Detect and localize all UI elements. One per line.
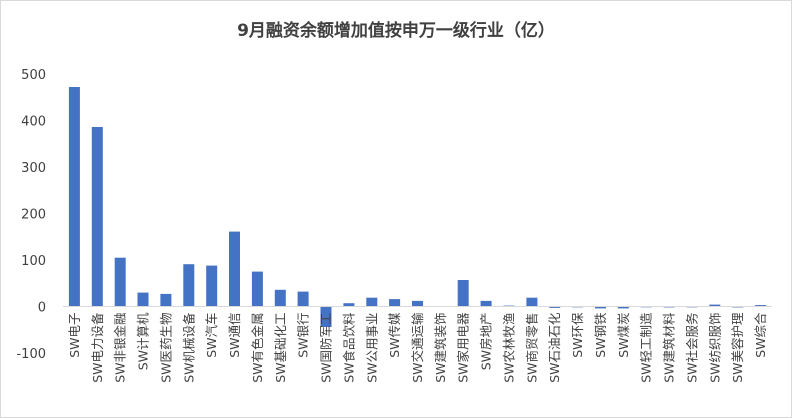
bar xyxy=(595,306,606,309)
bar xyxy=(320,306,332,327)
x-tick-label: SW电力设备 xyxy=(90,312,105,383)
x-tick-label: SW交通运输 xyxy=(410,312,425,383)
x-tick-label: SW建筑装饰 xyxy=(433,313,448,383)
x-tick-label: SW汽车 xyxy=(204,313,219,358)
bar xyxy=(251,271,263,307)
x-tick-label: SW食品饮料 xyxy=(341,312,356,383)
bar xyxy=(389,299,401,307)
bar xyxy=(366,297,378,307)
bar xyxy=(229,231,240,307)
bar xyxy=(297,291,309,307)
bar xyxy=(709,304,721,307)
x-tick-label: SW石油石化 xyxy=(547,312,562,383)
x-tick-label: SW基础化工 xyxy=(273,313,288,383)
x-tick-label: SW国防军工 xyxy=(319,313,334,383)
x-tick-label: SW公用事业 xyxy=(364,313,379,383)
x-tick-label: SW商贸零售 xyxy=(524,313,539,383)
y-tick-label: 100 xyxy=(21,254,46,269)
bar xyxy=(206,265,218,307)
x-tick-label: SW医药生物 xyxy=(158,313,173,383)
x-tick-label: SW传媒 xyxy=(387,312,402,358)
bar xyxy=(68,87,80,307)
x-tick-label: SW煤炭 xyxy=(616,313,631,358)
x-tick-label: SW美容护理 xyxy=(730,312,745,383)
x-tick-label: SW建筑材料 xyxy=(662,312,677,383)
x-tick-label: SW有色金属 xyxy=(250,313,265,383)
bar xyxy=(183,264,195,307)
y-tick-label: 400 xyxy=(21,115,46,130)
y-tick-label: -100 xyxy=(16,347,46,362)
x-tick-label: SW机械设备 xyxy=(181,312,196,383)
bar xyxy=(137,292,149,307)
bar xyxy=(114,257,126,307)
x-tick-label: SW电子 xyxy=(67,313,82,358)
y-tick-label: 200 xyxy=(21,208,46,223)
x-tick-label: SW农林牧渔 xyxy=(502,313,517,383)
x-tick-label: SW银行 xyxy=(296,313,311,358)
bar xyxy=(457,280,469,307)
bar xyxy=(480,300,492,307)
bar xyxy=(526,297,538,307)
chart-title: 9月融资余额增加值按申万一级行业（亿） xyxy=(237,21,555,41)
x-tick-label: SW计算机 xyxy=(136,312,151,370)
bar xyxy=(412,300,423,307)
y-tick-label: 500 xyxy=(21,68,46,83)
x-tick-label: SW通信 xyxy=(227,313,242,358)
x-tick-label: SW环保 xyxy=(570,312,585,358)
x-tick-label: SW轻工制造 xyxy=(639,312,654,383)
y-tick-label: 300 xyxy=(21,161,46,176)
bar xyxy=(91,127,103,307)
y-axis-ticks: -100 0 100 200 300 400 500 xyxy=(16,68,46,362)
x-axis-ticks: SW电子 SW电力设备 SW非银金融 SW计算机 SW医药生物 SW机械设备 SW汽车 SW通… xyxy=(67,312,768,383)
bars xyxy=(68,87,767,327)
bar xyxy=(274,289,286,307)
bar xyxy=(160,293,172,307)
bar xyxy=(755,305,767,307)
x-tick-label: SW家用电器 xyxy=(456,312,471,383)
x-tick-label: SW综合 xyxy=(753,312,768,358)
x-tick-label: SW钢铁 xyxy=(593,312,608,358)
y-tick-label: 0 xyxy=(38,301,46,316)
x-tick-label: SW社会服务 xyxy=(685,313,700,383)
bar xyxy=(617,306,629,309)
x-tick-label: SW非银金融 xyxy=(113,312,128,383)
x-tick-label: SW房地产 xyxy=(479,313,494,371)
bar xyxy=(549,306,561,308)
x-tick-label: SW纺织服饰 xyxy=(707,313,722,383)
bar xyxy=(343,303,355,307)
